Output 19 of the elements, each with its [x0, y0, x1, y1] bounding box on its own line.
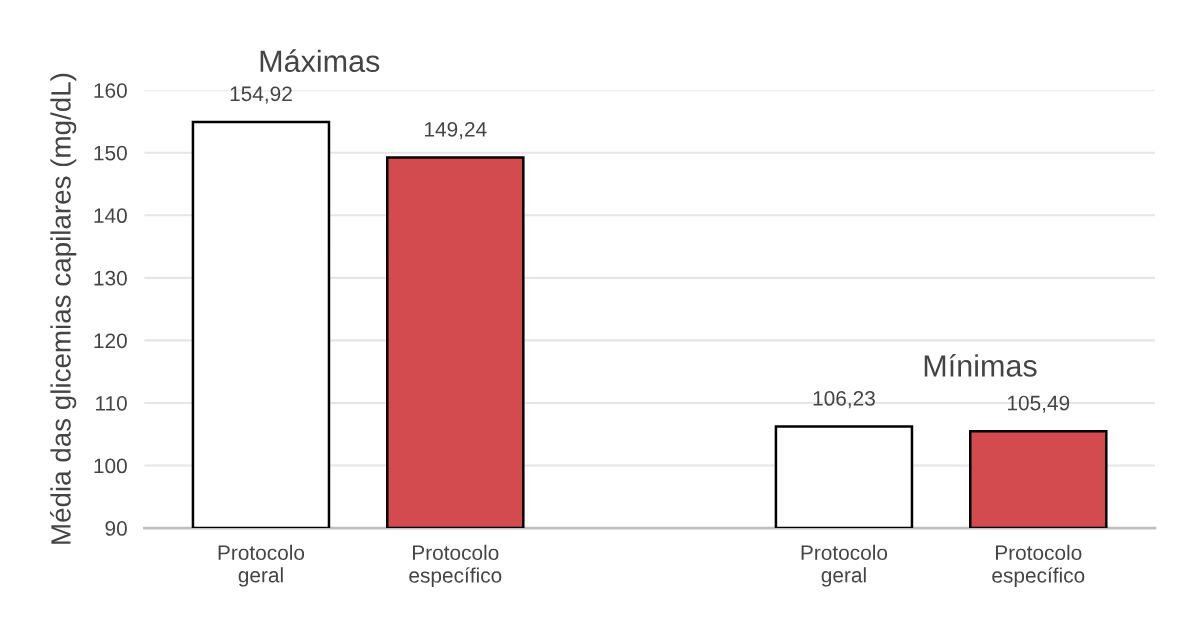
data-label: 106,23 — [813, 391, 875, 409]
x-tick-label: Protocolo geral — [218, 544, 305, 587]
data-label: 154,92 — [230, 86, 292, 104]
x-tick-label: Protocolo geral — [801, 544, 888, 587]
y-tick-label: 160 — [94, 83, 127, 98]
y-axis-title: Média das glicemias capilares (mg/dL) — [50, 73, 77, 544]
y-tick-label: 110 — [96, 395, 127, 411]
text: Máximas — [260, 49, 380, 73]
y-tick-label: 140 — [94, 208, 127, 224]
y-tick-label: 100 — [94, 458, 127, 474]
x-tick-label: Protocolo específico — [409, 544, 502, 587]
y-tick-label: 130 — [94, 270, 127, 286]
data-label: 149,24 — [425, 121, 487, 140]
y-tick-label: 90 — [105, 521, 127, 536]
x-tick-label: Protocolo específico — [992, 544, 1085, 587]
y-tick-label: 150 — [94, 145, 127, 161]
annotation: Mínimas — [924, 353, 1037, 377]
y-tick-label: 120 — [94, 333, 127, 349]
data-label: 105,49 — [1008, 395, 1070, 413]
